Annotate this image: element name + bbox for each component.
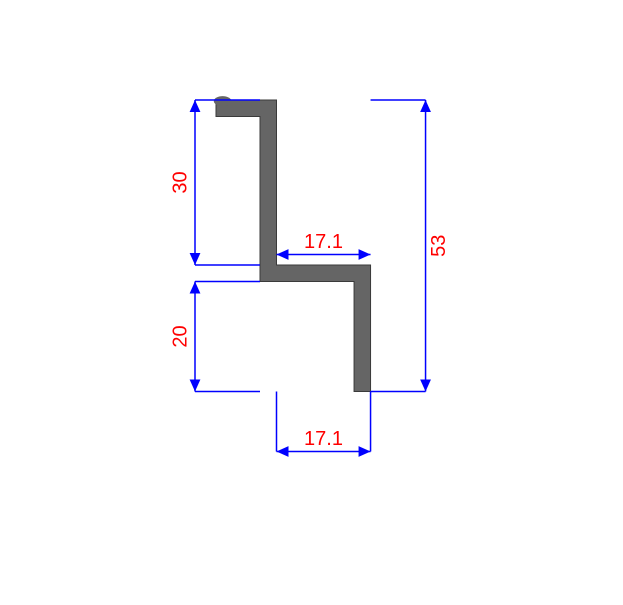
dimension-label: 17.1 [304, 428, 343, 450]
lip-bead [214, 96, 232, 106]
dimension-label: 53 [428, 235, 450, 257]
dimension-label: 17.1 [304, 231, 343, 253]
dimension-label: 30 [169, 171, 191, 193]
section-profile [216, 100, 371, 392]
profile-drawing: 30 20 53 17.1 17.1 [0, 0, 623, 605]
dimension-label: 20 [169, 325, 191, 347]
